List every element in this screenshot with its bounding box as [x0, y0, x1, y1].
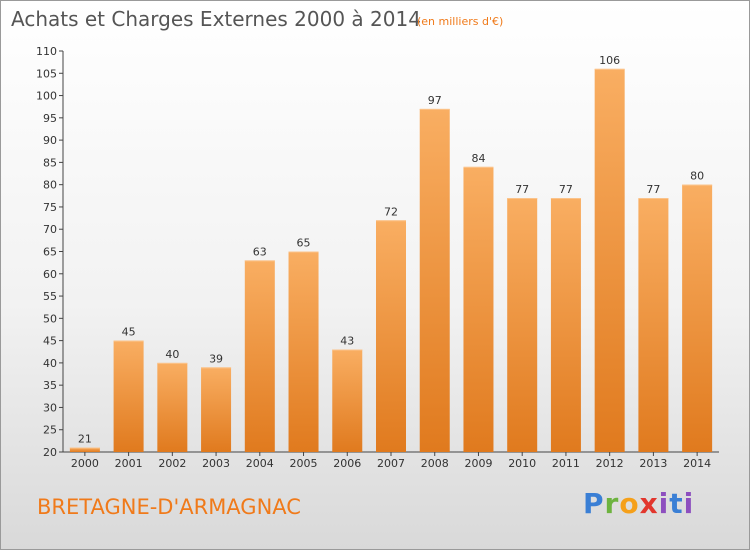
x-tick-label: 2002	[158, 457, 186, 470]
value-label-2003: 39	[209, 352, 223, 365]
y-tick-label: 70	[43, 223, 57, 236]
value-label-2010: 77	[515, 183, 529, 196]
x-tick-label: 2010	[508, 457, 536, 470]
chart-title: Achats et Charges Externes 2000 à 2014	[11, 7, 421, 31]
bar-2003	[201, 367, 232, 452]
bar-2009	[463, 166, 494, 452]
bar-2006	[332, 349, 363, 452]
y-tick-label: 95	[43, 112, 57, 125]
chart-axes: 20 25 30 35 40 45 50 55 60 65 70 75 80 85 90 95 100 105 11…	[36, 45, 719, 470]
bar-2013	[638, 198, 669, 452]
bar-2011	[550, 198, 581, 452]
chart-subtitle: (en milliers d'€)	[417, 15, 504, 28]
x-tick-label: 2011	[552, 457, 580, 470]
x-tick-label: 2000	[71, 457, 99, 470]
value-label-2011: 77	[559, 183, 573, 196]
y-tick-label: 105	[36, 67, 57, 80]
x-tick-label: 2008	[421, 457, 449, 470]
value-label-2000: 21	[78, 433, 92, 446]
y-tick-label: 45	[43, 335, 57, 348]
y-tick-label: 30	[43, 401, 57, 414]
x-tick-label: 2005	[290, 457, 318, 470]
y-tick-label: 90	[43, 134, 57, 147]
x-tick-label: 2006	[333, 457, 361, 470]
bar-2002	[157, 362, 188, 452]
x-tick-label: 2007	[377, 457, 405, 470]
y-tick-label: 55	[43, 290, 57, 303]
y-tick-label: 110	[36, 45, 57, 58]
y-tick-label: 20	[43, 446, 57, 459]
bar-2014	[682, 184, 713, 452]
x-tick-label: 2009	[464, 457, 492, 470]
x-tick-label: 2013	[639, 457, 667, 470]
y-tick-label: 25	[43, 424, 57, 437]
value-label-2005: 65	[297, 237, 311, 250]
bar-2000	[69, 447, 100, 452]
x-tick-label: 2003	[202, 457, 230, 470]
value-label-2014: 80	[690, 170, 704, 183]
x-tick-label: 2001	[115, 457, 143, 470]
x-tick-label: 2004	[246, 457, 274, 470]
y-tick-label: 85	[43, 156, 57, 169]
bar-2004	[244, 260, 275, 452]
value-label-2001: 45	[122, 326, 136, 339]
bar-2008	[419, 108, 450, 452]
bar-2012	[594, 68, 625, 453]
y-tick-label: 35	[43, 379, 57, 392]
y-tick-label: 60	[43, 268, 57, 281]
value-label-2007: 72	[384, 205, 398, 218]
location-name: BRETAGNE-D'ARMAGNAC	[37, 495, 301, 519]
x-tick-label: 2012	[596, 457, 624, 470]
value-label-2006: 43	[340, 335, 354, 348]
proxiti-logo[interactable]: Proxiti	[583, 487, 695, 520]
chart-labels: 21 45 40 39 63 65 43 72 97 84 77 77 106 77 80	[78, 54, 704, 446]
y-tick-label: 80	[43, 179, 57, 192]
x-tick-label: 2014	[683, 457, 711, 470]
y-tick-label: 100	[36, 90, 57, 103]
value-label-2004: 63	[253, 245, 267, 258]
y-tick-label: 40	[43, 357, 57, 370]
bar-2005	[288, 251, 319, 452]
y-tick-label: 50	[43, 312, 57, 325]
y-tick-label: 75	[43, 201, 57, 214]
value-label-2008: 97	[428, 94, 442, 107]
value-label-2002: 40	[165, 348, 179, 361]
y-tick-label: 65	[43, 246, 57, 259]
bar-2010	[507, 198, 538, 452]
value-label-2013: 77	[646, 183, 660, 196]
value-label-2012: 106	[599, 54, 620, 67]
bar-2007	[376, 220, 406, 452]
chart-bars	[69, 68, 713, 453]
bar-2001	[113, 340, 144, 452]
value-label-2009: 84	[471, 152, 485, 165]
